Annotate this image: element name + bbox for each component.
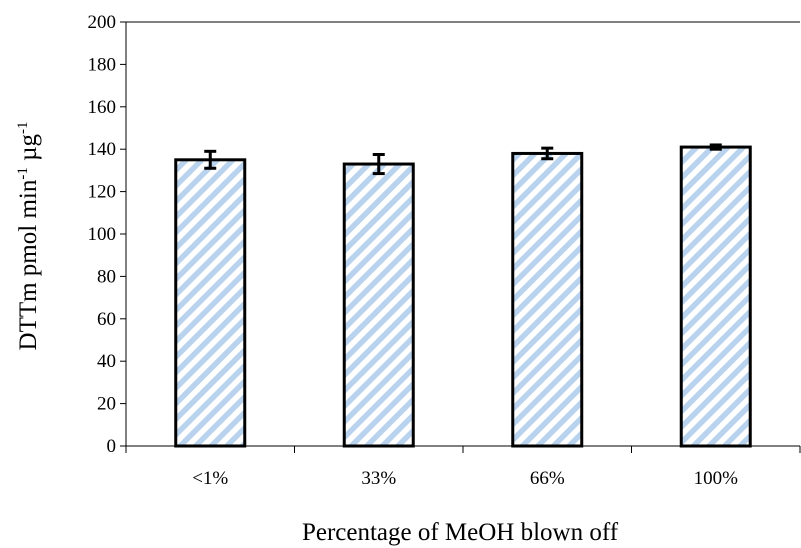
bar <box>342 162 415 448</box>
y-tick-label: 60 <box>97 309 116 330</box>
y-tick-label: 200 <box>88 12 117 33</box>
y-tick-label: 180 <box>88 54 117 75</box>
y-tick-label: 0 <box>107 436 117 457</box>
y-tick-label: 100 <box>88 224 117 245</box>
y-tick-label: 20 <box>97 394 116 415</box>
plot-area: 0 20 40 60 80 100 120 140 160 180 200 <1% 33% 66% 100% <box>88 12 801 489</box>
bar <box>511 151 584 448</box>
svg-text:DTTm pmol min-1 µg-1: DTTm pmol min-1 µg-1 <box>15 122 42 351</box>
y-axis-title-mid: µg <box>15 134 42 168</box>
y-tick-label: 140 <box>88 139 117 160</box>
x-tick-label: <1% <box>192 468 228 489</box>
x-tick-label: 66% <box>530 468 565 489</box>
y-axis-title-sup1: -1 <box>15 167 31 180</box>
y-axis-title: DTTm pmol min-1 µg-1 <box>15 122 42 351</box>
y-tick-label: 80 <box>97 266 116 287</box>
bar <box>679 145 752 448</box>
x-tick-label: 100% <box>694 468 739 489</box>
bar <box>174 158 247 448</box>
y-tick-label: 40 <box>97 351 116 372</box>
y-axis-title-base: DTTm pmol min <box>15 179 42 350</box>
x-axis-title: Percentage of MeOH blown off <box>302 519 619 546</box>
y-tick-label: 120 <box>88 182 117 203</box>
y-axis-title-sup2: -1 <box>15 122 31 135</box>
y-tick-label: 160 <box>88 97 117 118</box>
x-tick-label: 33% <box>361 468 396 489</box>
